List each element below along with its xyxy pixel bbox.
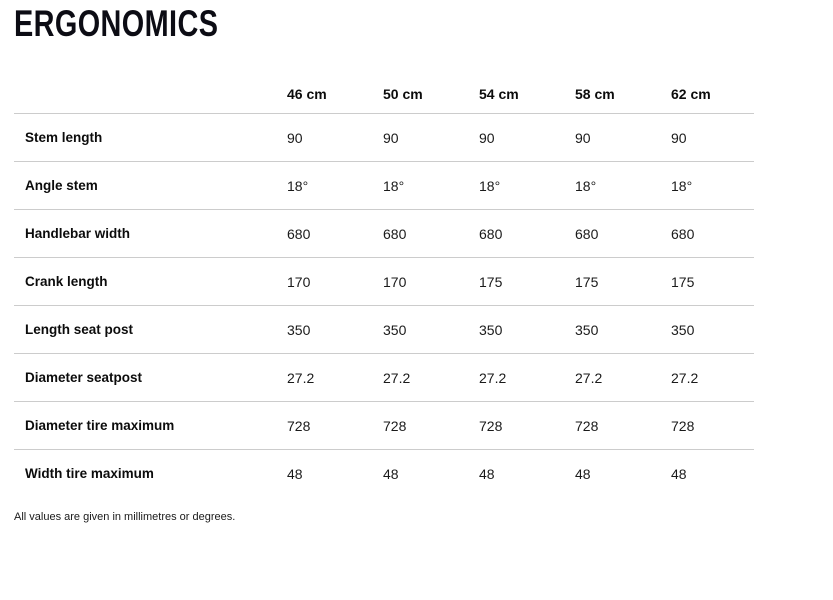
units-note: All values are given in millimetres or d… xyxy=(14,511,236,523)
row-label: Stem length xyxy=(25,130,103,145)
table-row: Diameter seatpost 27.2 27.2 27.2 27.2 27.2 xyxy=(14,354,754,402)
column-header: 58 cm xyxy=(575,86,615,102)
cell-value: 48 xyxy=(671,465,687,482)
section-title: ERGONOMICS xyxy=(14,3,219,44)
cell-value: 90 xyxy=(479,129,495,146)
cell-value: 18° xyxy=(575,177,597,194)
cell-value: 350 xyxy=(383,321,407,338)
table-row: Handlebar width 680 680 680 680 680 xyxy=(14,210,754,258)
row-label: Length seat post xyxy=(25,322,134,337)
table-header-row: 46 cm 50 cm 54 cm 58 cm 62 cm xyxy=(14,75,754,114)
row-label: Crank length xyxy=(25,274,108,289)
cell-value: 27.2 xyxy=(287,369,315,386)
cell-value: 175 xyxy=(479,273,503,290)
row-label: Diameter seatpost xyxy=(25,370,143,385)
column-header: 46 cm xyxy=(287,86,327,102)
column-header: 54 cm xyxy=(479,86,519,102)
column-header: 50 cm xyxy=(383,86,423,102)
table-row: Width tire maximum 48 48 48 48 48 xyxy=(14,450,754,497)
cell-value: 27.2 xyxy=(575,369,603,386)
row-label: Handlebar width xyxy=(25,226,131,241)
row-label: Angle stem xyxy=(25,178,98,193)
cell-value: 728 xyxy=(287,417,311,434)
cell-value: 175 xyxy=(671,273,695,290)
cell-value: 18° xyxy=(287,177,309,194)
table-row: Angle stem 18° 18° 18° 18° 18° xyxy=(14,162,754,210)
row-label: Diameter tire maximum xyxy=(25,418,175,433)
cell-value: 90 xyxy=(287,129,303,146)
cell-value: 170 xyxy=(383,273,407,290)
table-row: Length seat post 350 350 350 350 350 xyxy=(14,306,754,354)
cell-value: 680 xyxy=(479,225,503,242)
row-label: Width tire maximum xyxy=(25,466,154,481)
column-header: 62 cm xyxy=(671,86,711,102)
cell-value: 728 xyxy=(671,417,695,434)
cell-value: 170 xyxy=(287,273,311,290)
cell-value: 728 xyxy=(575,417,599,434)
cell-value: 48 xyxy=(575,465,591,482)
cell-value: 350 xyxy=(671,321,695,338)
cell-value: 175 xyxy=(575,273,599,290)
table-row: Stem length 90 90 90 90 90 xyxy=(14,114,754,162)
table-row: Crank length 170 170 175 175 175 xyxy=(14,258,754,306)
cell-value: 680 xyxy=(671,225,695,242)
cell-value: 18° xyxy=(671,177,693,194)
cell-value: 350 xyxy=(287,321,311,338)
cell-value: 27.2 xyxy=(671,369,699,386)
cell-value: 90 xyxy=(671,129,687,146)
ergonomics-table: 46 cm 50 cm 54 cm 58 cm 62 cm Stem length 90 90… xyxy=(14,75,754,497)
cell-value: 728 xyxy=(383,417,407,434)
cell-value: 680 xyxy=(575,225,599,242)
table-row: Diameter tire maximum 728 728 728 728 728 xyxy=(14,402,754,450)
cell-value: 680 xyxy=(287,225,311,242)
cell-value: 350 xyxy=(575,321,599,338)
cell-value: 48 xyxy=(479,465,495,482)
cell-value: 18° xyxy=(479,177,501,194)
cell-value: 27.2 xyxy=(479,369,507,386)
cell-value: 18° xyxy=(383,177,405,194)
ergonomics-section: ERGONOMICS 46 cm 50 cm 54 cm 58 cm 62 cm Stem… xyxy=(14,3,754,523)
cell-value: 350 xyxy=(479,321,503,338)
cell-value: 48 xyxy=(383,465,399,482)
cell-value: 90 xyxy=(383,129,399,146)
cell-value: 90 xyxy=(575,129,591,146)
cell-value: 728 xyxy=(479,417,503,434)
cell-value: 680 xyxy=(383,225,407,242)
cell-value: 27.2 xyxy=(383,369,411,386)
cell-value: 48 xyxy=(287,465,303,482)
